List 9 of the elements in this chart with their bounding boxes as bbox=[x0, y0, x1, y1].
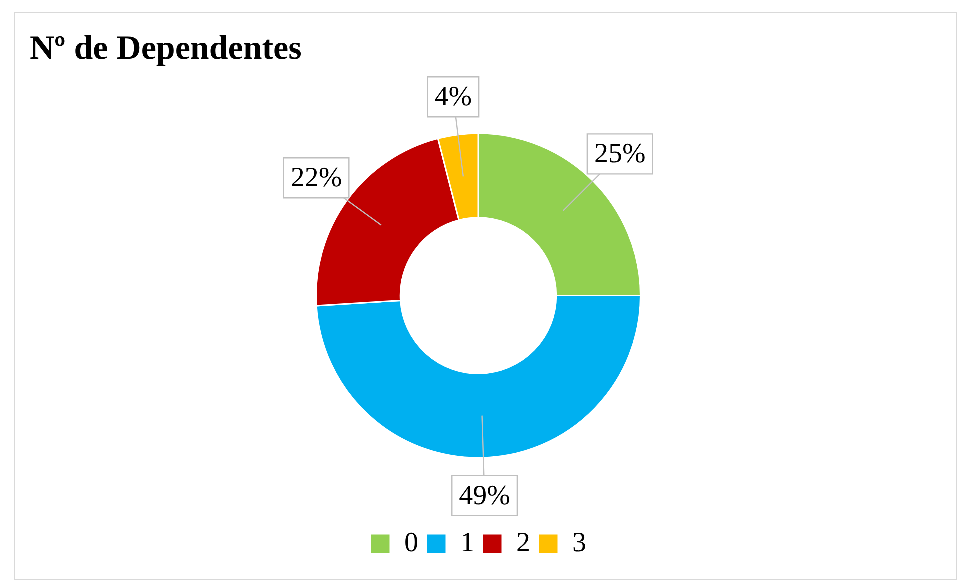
data-label: 25% bbox=[594, 138, 646, 170]
data-label: 49% bbox=[459, 480, 510, 512]
legend-label: 2 bbox=[516, 527, 530, 558]
legend-label: 1 bbox=[460, 527, 474, 558]
data-label: 4% bbox=[434, 81, 472, 112]
chart-title: Nº de Dependentes bbox=[30, 30, 302, 68]
legend-label: 0 bbox=[404, 527, 418, 558]
legend-label: 3 bbox=[572, 527, 586, 558]
data-label: 22% bbox=[290, 162, 342, 194]
